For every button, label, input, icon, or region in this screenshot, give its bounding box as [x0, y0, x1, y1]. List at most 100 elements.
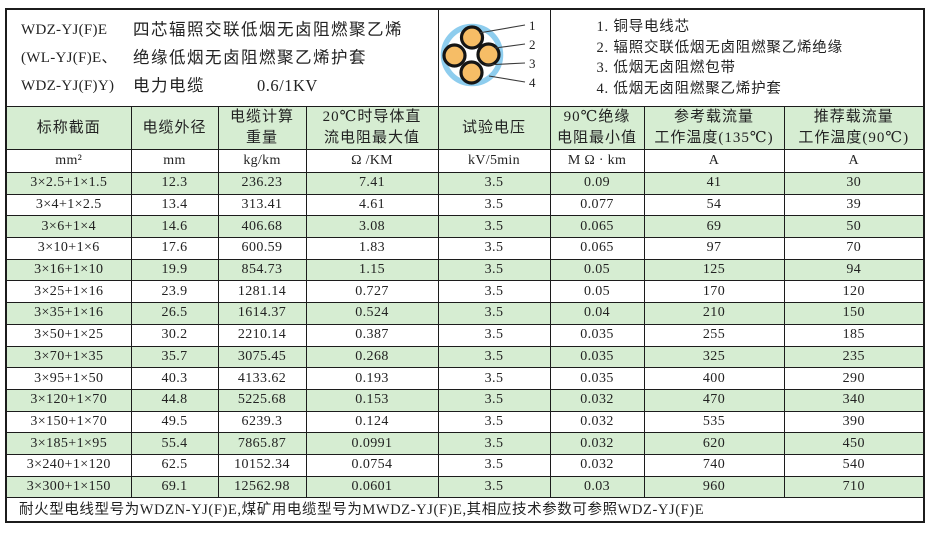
- table-cell: 0.0601: [305, 475, 439, 499]
- table-cell: 2210.14: [217, 323, 307, 347]
- table-cell: 4.61: [305, 193, 439, 217]
- table-row: 3×25+1×16 23.9 1281.14 0.727 3.5 0.05 170 120: [5, 280, 925, 304]
- table-cell: 0.065: [549, 237, 645, 260]
- table-cell: 236.23: [217, 172, 307, 195]
- table-cell: 0.0991: [305, 432, 439, 455]
- legend-item-2: 2. 辐照交联低烟无卤阻燃聚乙烯绝缘: [596, 39, 843, 56]
- table-cell: 3×16+1×10: [5, 258, 132, 282]
- table-cell: 17.6: [130, 237, 219, 260]
- table-cell: 69.1: [130, 475, 219, 499]
- table-row: 3×16+1×10 19.9 854.73 1.15 3.5 0.05 125 94: [5, 258, 925, 282]
- table-cell: 10152.34: [217, 453, 307, 477]
- footnote-row: 耐火型电线型号为WDZN-YJ(F)E,煤矿用电缆型号为MWDZ-YJ(F)E,…: [5, 497, 925, 523]
- table-row: 3×4+1×2.5 13.4 313.41 4.61 3.5 0.077 54 39: [5, 193, 925, 217]
- table-cell: 340: [783, 388, 925, 412]
- table-cell: 0.04: [549, 302, 645, 325]
- table-row: 3×6+1×4 14.6 406.68 3.08 3.5 0.065 69 50: [5, 215, 925, 239]
- table-cell: 3×120+1×70: [5, 388, 132, 412]
- table-cell: 3.5: [437, 237, 551, 260]
- table-cell: 3.5: [437, 410, 551, 434]
- table-cell: 854.73: [217, 258, 307, 282]
- table-cell: 0.065: [549, 215, 645, 239]
- table-cell: 3×6+1×4: [5, 215, 132, 239]
- table-cell: 3.5: [437, 280, 551, 304]
- table-cell: 0.124: [305, 410, 439, 434]
- table-cell: 7.41: [305, 172, 439, 195]
- table-cell: 313.41: [217, 193, 307, 217]
- table-cell: 1614.37: [217, 302, 307, 325]
- table-cell: 3075.45: [217, 345, 307, 369]
- column-header-calculated-weight: 电缆计算 重量: [217, 106, 307, 150]
- table-cell: 3×2.5+1×1.5: [5, 172, 132, 195]
- table-cell: 3.5: [437, 388, 551, 412]
- cable-description: 四芯辐照交联低烟无卤阻燃聚乙烯 绝缘低烟无卤阻燃聚乙烯护套 电力电缆 0.6/1…: [133, 16, 403, 100]
- table-cell: 3×70+1×35: [5, 345, 132, 369]
- title-band: WDZ-YJ(F)E (WL-YJ(F)E、 WDZ-YJ(F)Y) 四芯辐照交…: [5, 8, 925, 107]
- unit-outer-diameter: mm: [130, 149, 219, 173]
- table-cell: 0.035: [549, 367, 645, 390]
- table-cell: 54: [643, 193, 785, 217]
- table-cell: 3×150+1×70: [5, 410, 132, 434]
- table-cell: 26.5: [130, 302, 219, 325]
- table-cell: 0.05: [549, 280, 645, 304]
- table-row: 3×150+1×70 49.5 6239.3 0.124 3.5 0.032 535 390: [5, 410, 925, 434]
- table-cell: 185: [783, 323, 925, 347]
- table-cell: 0.077: [549, 193, 645, 217]
- table-cell: 3.5: [437, 432, 551, 455]
- cable-cross-section-icon: 1 2 3 4: [440, 18, 536, 90]
- table-cell: 0.032: [549, 410, 645, 434]
- layer-legend-cell: 1. 铜导电线芯 2. 辐照交联低烟无卤阻燃聚乙烯绝缘 3. 低烟无卤阻燃包带 …: [549, 8, 925, 107]
- table-cell: 0.035: [549, 345, 645, 369]
- table-cell: 14.6: [130, 215, 219, 239]
- table-cell: 600.59: [217, 237, 307, 260]
- diagram-callout-1: 1: [529, 18, 536, 33]
- table-cell: 7865.87: [217, 432, 307, 455]
- table-row: 3×185+1×95 55.4 7865.87 0.0991 3.5 0.032 620 45…: [5, 432, 925, 455]
- table-row: 3×35+1×16 26.5 1614.37 0.524 3.5 0.04 210 150: [5, 302, 925, 325]
- table-row: 3×95+1×50 40.3 4133.62 0.193 3.5 0.035 400 290: [5, 367, 925, 390]
- table-cell: 0.032: [549, 453, 645, 477]
- table-cell: 1.83: [305, 237, 439, 260]
- unit-insulation-resistance: M Ω · km: [549, 149, 645, 173]
- table-row: 3×120+1×70 44.8 5225.68 0.153 3.5 0.032 470 340: [5, 388, 925, 412]
- table-cell: 710: [783, 475, 925, 499]
- table-cell: 170: [643, 280, 785, 304]
- column-header-insulation-resistance: 90℃绝缘 电阻最小值: [549, 106, 645, 150]
- table-cell: 470: [643, 388, 785, 412]
- table-row: 3×2.5+1×1.5 12.3 236.23 7.41 3.5 0.09 41 30: [5, 172, 925, 195]
- table-cell: 35.7: [130, 345, 219, 369]
- cross-section-diagram-cell: 1 2 3 4: [437, 8, 551, 107]
- table-cell: 540: [783, 453, 925, 477]
- table-cell: 62.5: [130, 453, 219, 477]
- column-header-dc-resistance: 20℃时导体直 流电阻最大值: [305, 106, 439, 150]
- unit-recommended-ampacity: A: [783, 149, 925, 173]
- table-cell: 30: [783, 172, 925, 195]
- table-cell: 3×25+1×16: [5, 280, 132, 304]
- unit-calculated-weight: kg/km: [217, 149, 307, 173]
- table-cell: 960: [643, 475, 785, 499]
- footnote-text: 耐火型电线型号为WDZN-YJ(F)E,煤矿用电缆型号为MWDZ-YJ(F)E,…: [5, 497, 925, 523]
- table-cell: 19.9: [130, 258, 219, 282]
- table-cell: 3×95+1×50: [5, 367, 132, 390]
- table-cell: 40.3: [130, 367, 219, 390]
- table-cell: 6239.3: [217, 410, 307, 434]
- table-cell: 535: [643, 410, 785, 434]
- table-cell: 1281.14: [217, 280, 307, 304]
- column-header-outer-diameter: 电缆外径: [130, 106, 219, 150]
- legend-item-4: 4. 低烟无卤阻燃聚乙烯护套: [596, 80, 782, 97]
- column-header-reference-ampacity: 参考载流量 工作温度(135℃): [643, 106, 785, 150]
- description-line-1: 四芯辐照交联低烟无卤阻燃聚乙烯: [133, 20, 403, 39]
- table-cell: 44.8: [130, 388, 219, 412]
- table-cell: 0.032: [549, 388, 645, 412]
- unit-reference-ampacity: A: [643, 149, 785, 173]
- table-cell: 13.4: [130, 193, 219, 217]
- rated-voltage: 0.6/1KV: [257, 76, 318, 95]
- table-cell: 70: [783, 237, 925, 260]
- units-row: mm² mm kg/km Ω /KM kV/5min M Ω · km A A: [5, 149, 925, 173]
- table-cell: 23.9: [130, 280, 219, 304]
- table-cell: 5225.68: [217, 388, 307, 412]
- table-cell: 406.68: [217, 215, 307, 239]
- table-cell: 12562.98: [217, 475, 307, 499]
- table-cell: 3.5: [437, 258, 551, 282]
